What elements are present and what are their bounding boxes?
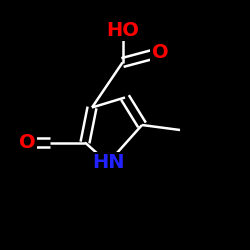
Text: O: O bbox=[152, 43, 168, 62]
Text: O: O bbox=[19, 133, 35, 152]
Text: HO: HO bbox=[106, 20, 139, 40]
Text: HN: HN bbox=[92, 154, 124, 172]
